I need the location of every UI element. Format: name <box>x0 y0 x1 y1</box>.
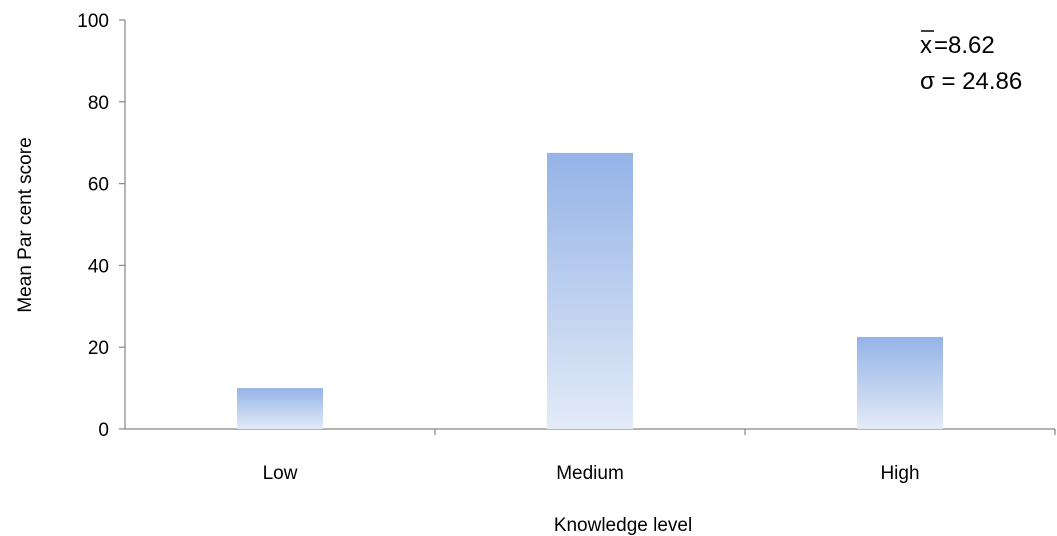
bar-high <box>857 336 943 429</box>
y-axis-title: Mean Par cent score <box>15 137 36 312</box>
x-category-label: High <box>880 463 919 484</box>
sigma-annotation: σ = 24.86 <box>920 68 1022 95</box>
y-tick-label: 100 <box>77 11 109 32</box>
y-tick-label: 40 <box>88 256 109 277</box>
y-tick-label: 80 <box>88 93 109 114</box>
x-category-label: Medium <box>556 463 624 484</box>
y-tick-label: 60 <box>88 175 109 196</box>
y-tick-label: 20 <box>88 338 109 359</box>
bar-low <box>237 388 323 429</box>
x-category-label: Low <box>263 463 298 484</box>
mean-symbol: x <box>920 32 932 59</box>
bar-medium <box>547 152 633 430</box>
mean-annotation: x =8.62 <box>920 30 995 59</box>
y-tick-label: 0 <box>98 420 109 441</box>
mean-value: =8.62 <box>934 32 995 59</box>
x-axis-title: Knowledge level <box>554 515 692 536</box>
